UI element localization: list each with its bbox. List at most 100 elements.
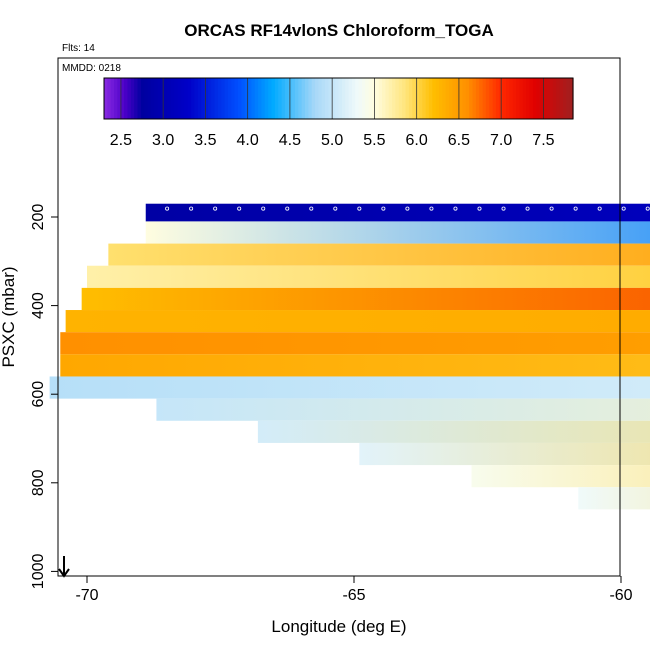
colorbar-segment <box>211 78 216 119</box>
colorbar-segment <box>415 78 420 119</box>
colorbar-segment <box>559 78 564 119</box>
heatmap-row <box>81 287 650 311</box>
sample-marker <box>429 206 434 211</box>
colorbar-segment <box>445 78 450 119</box>
sample-marker <box>381 206 386 211</box>
sample-marker <box>477 206 482 211</box>
colorbar-segment <box>294 78 299 119</box>
colorbar-segment <box>532 78 537 119</box>
colorbar-segment <box>251 78 256 119</box>
colorbar-segment <box>244 78 249 119</box>
y-tick-label: 400 <box>30 292 47 319</box>
colorbar-segment <box>274 78 279 119</box>
colorbar-segment <box>284 78 289 119</box>
heatmap-row <box>60 354 650 377</box>
sample-marker <box>261 206 266 211</box>
sample-marker <box>549 206 554 211</box>
x-tick-label: -70 <box>75 587 98 604</box>
colorbar-segment <box>422 78 427 119</box>
flights-label: Flts: 14 <box>62 43 95 54</box>
colorbar-segment <box>348 78 353 119</box>
colorbar-segment <box>207 78 212 119</box>
colorbar-segment <box>465 78 470 119</box>
colorbar-segment <box>549 78 554 119</box>
colorbar-segment <box>402 78 407 119</box>
colorbar-segment <box>301 78 306 119</box>
colorbar-tick-label: 5.0 <box>321 132 343 149</box>
colorbar-tick-label: 2.5 <box>110 132 132 149</box>
colorbar-segment <box>227 78 232 119</box>
colorbar-tick-label: 6.0 <box>406 132 428 149</box>
colorbar-segment <box>368 78 373 119</box>
colorbar-segment <box>418 78 423 119</box>
y-axis-label: PSXC (mbar) <box>0 266 18 367</box>
colorbar-segment <box>539 78 544 119</box>
colorbar-segment <box>241 78 246 119</box>
colorbar-segment <box>248 78 252 119</box>
colorbar: 2.5 3.0 3.5 4.0 4.5 5.0 5.5 6.0 6.5 7.0 7.5 <box>103 77 574 149</box>
colorbar-segment <box>566 78 571 119</box>
colorbar-tick-label: 4.5 <box>279 132 301 149</box>
y-tick-label: 200 <box>30 204 47 231</box>
colorbar-segment <box>509 78 514 119</box>
y-tick-label: 600 <box>30 381 47 408</box>
heatmap-row <box>60 332 650 355</box>
colorbar-segment <box>492 78 497 119</box>
heatmap-row <box>156 398 650 421</box>
colorbar-segment <box>502 78 507 119</box>
colorbar-segment <box>258 78 263 119</box>
colorbar-segment <box>305 78 309 119</box>
colorbar-segment <box>261 78 266 119</box>
sample-marker <box>621 206 626 211</box>
heatmap-row <box>108 243 650 266</box>
colorbar-tick-label: 6.5 <box>448 132 470 149</box>
colorbar-segment <box>405 78 410 119</box>
sample-marker <box>165 206 170 211</box>
colorbar-segment <box>224 78 229 119</box>
colorbar-segment <box>536 78 541 119</box>
heatmap-row <box>257 420 650 443</box>
colorbar-segment <box>107 78 112 119</box>
sample-marker <box>309 206 314 211</box>
colorbar-segment <box>365 78 370 119</box>
x-axis: -70-65-60-55-50 <box>75 575 633 604</box>
colorbar-segment <box>439 78 443 119</box>
y-tick-label: 1000 <box>30 554 47 590</box>
colorbar-segment <box>268 78 273 119</box>
colorbar-tick-label: 3.0 <box>152 132 174 149</box>
colorbar-segment <box>522 78 527 119</box>
colorbar-segment <box>325 78 330 119</box>
colorbar-tick-label: 5.5 <box>363 132 385 149</box>
colorbar-segment <box>331 78 336 119</box>
colorbar-segment <box>191 78 196 119</box>
colorbar-segment <box>408 78 413 119</box>
colorbar-segment <box>150 78 155 119</box>
colorbar-segment <box>134 78 139 119</box>
sample-marker <box>213 206 218 211</box>
sample-marker <box>645 206 650 211</box>
sample-marker <box>405 206 410 211</box>
colorbar-segment <box>278 78 283 119</box>
colorbar-segment <box>516 78 520 119</box>
sample-marker <box>453 206 458 211</box>
colorbar-segment <box>140 78 145 119</box>
colorbar-segment <box>338 78 343 119</box>
colorbar-segment <box>238 78 242 119</box>
colorbar-segment <box>378 78 383 119</box>
y-axis: 200 400 600 800 1000 <box>30 204 59 590</box>
colorbar-segment <box>194 78 199 119</box>
heatmap-row <box>145 203 650 222</box>
sample-marker <box>189 206 194 211</box>
colorbar-segment <box>120 78 125 119</box>
colorbar-segment <box>526 78 531 119</box>
colorbar-segment <box>154 78 159 119</box>
sample-markers <box>165 206 650 211</box>
colorbar-segment <box>114 78 118 119</box>
colorbar-segment <box>201 78 206 119</box>
colorbar-segment <box>117 78 122 119</box>
colorbar-segment <box>321 78 326 119</box>
heatmap-row <box>145 221 650 244</box>
colorbar-segment <box>147 78 152 119</box>
heatmap-row <box>49 376 650 399</box>
